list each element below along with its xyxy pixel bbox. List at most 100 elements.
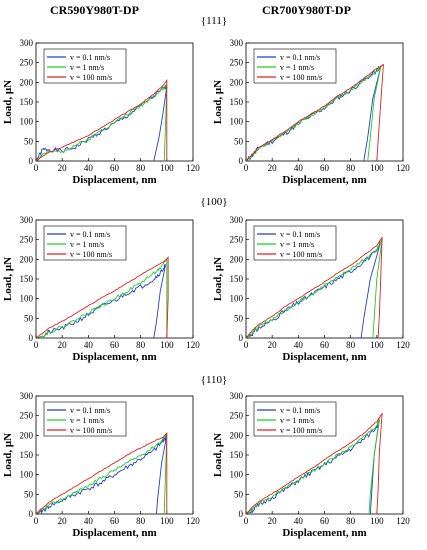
legend: v = 0.1 nm/sv = 1 nm/sv = 100 nm/s [43,48,127,84]
y-axis-label: Load, μN [212,257,224,301]
legend-label: v = 100 nm/s [280,73,322,82]
x-tick-label: 80 [346,516,356,526]
legend: v = 0.1 nm/sv = 1 nm/sv = 100 nm/s [43,225,127,261]
x-tick-label: 80 [136,516,146,526]
legend: v = 0.1 nm/sv = 1 nm/sv = 100 nm/s [253,401,337,437]
x-tick-label: 80 [346,340,356,350]
y-axis-label: Load, μN [212,433,224,477]
y-tick-label: 0 [239,509,244,519]
x-tick-label: 100 [370,163,384,173]
y-tick-label: 150 [20,97,34,107]
y-tick-label: 0 [29,333,34,343]
x-tick-label: 60 [110,516,120,526]
y-tick-label: 0 [29,156,34,166]
y-tick-label: 50 [24,489,34,499]
y-tick-label: 50 [234,489,244,499]
x-tick-label: 0 [244,163,249,173]
x-tick-label: 80 [136,163,146,173]
x-tick-label: 20 [268,516,278,526]
x-tick-label: 0 [34,516,39,526]
row-title-100: {100} [200,196,228,208]
y-tick-label: 200 [20,430,34,440]
legend-label: v = 100 nm/s [70,426,112,435]
x-axis-label: Displacement, nm [72,174,156,186]
chart-panel-4: 0 20 40 60 80 100 120 0 50 100 150 200 250 300 Displac… [2,391,200,539]
series-line-0 [36,263,166,338]
series-line-2 [36,256,169,338]
y-tick-label: 200 [230,254,244,264]
x-tick-label: 100 [160,340,174,350]
y-tick-label: 50 [24,313,34,323]
x-tick-label: 80 [346,163,356,173]
x-tick-label: 120 [186,340,200,350]
column-title-cr590: CR590Y980T-DP [50,3,139,17]
series-line-1 [36,259,168,338]
legend-label: v = 0.1 nm/s [70,406,110,415]
chart-panel-5: 0 20 40 60 80 100 120 0 50 100 150 200 250 300 Displac… [212,391,410,539]
legend-label: v = 1 nm/s [280,416,314,425]
y-tick-label: 150 [20,450,34,460]
series-line-2 [246,63,384,161]
x-tick-label: 40 [294,340,304,350]
x-tick-label: 100 [160,516,174,526]
y-tick-label: 250 [20,58,34,68]
x-axis-label: Displacement, nm [72,527,156,539]
x-tick-label: 120 [186,163,200,173]
row-title-111: {111} [200,15,228,27]
x-tick-label: 20 [268,163,278,173]
x-tick-label: 0 [244,516,249,526]
series-line-1 [246,238,383,338]
y-tick-label: 150 [230,274,244,284]
y-tick-label: 250 [20,235,34,245]
legend-label: v = 1 nm/s [70,416,104,425]
x-tick-label: 40 [294,163,304,173]
x-tick-label: 60 [110,163,120,173]
y-tick-label: 100 [230,117,244,127]
legend-label: v = 1 nm/s [280,63,314,72]
y-tick-label: 200 [230,430,244,440]
y-tick-label: 250 [230,411,244,421]
x-tick-label: 100 [370,516,384,526]
y-tick-label: 0 [29,509,34,519]
y-tick-label: 50 [24,136,34,146]
chart-panel-0: 0 20 40 60 80 100 120 0 50 100 150 200 250 300 Displac… [2,38,200,186]
x-tick-label: 100 [370,340,384,350]
x-tick-label: 20 [58,340,68,350]
series-line-2 [36,432,168,514]
series-line-2 [246,236,383,338]
legend-label: v = 1 nm/s [70,240,104,249]
x-tick-label: 60 [320,340,330,350]
y-tick-label: 200 [20,254,34,264]
series-line-1 [36,432,168,514]
y-tick-label: 100 [230,470,244,480]
x-tick-label: 20 [58,516,68,526]
legend-label: v = 0.1 nm/s [280,230,320,239]
legend-label: v = 100 nm/s [70,250,112,259]
y-tick-label: 300 [230,215,244,225]
x-tick-label: 40 [84,163,94,173]
column-title-cr700: CR700Y980T-DP [262,3,351,17]
legend-label: v = 100 nm/s [70,73,112,82]
x-tick-label: 100 [160,163,174,173]
x-tick-label: 120 [186,516,200,526]
x-tick-label: 20 [58,163,68,173]
y-tick-label: 150 [20,274,34,284]
y-tick-label: 0 [239,156,244,166]
y-tick-label: 100 [20,470,34,480]
x-tick-label: 120 [396,340,410,350]
series-line-1 [36,84,168,161]
y-tick-label: 250 [230,235,244,245]
x-tick-label: 0 [244,340,249,350]
legend-label: v = 1 nm/s [280,240,314,249]
y-tick-label: 250 [20,411,34,421]
y-tick-label: 300 [230,38,244,48]
x-tick-label: 120 [396,163,410,173]
legend-label: v = 0.1 nm/s [70,230,110,239]
x-axis-label: Displacement, nm [72,351,156,363]
x-axis-label: Displacement, nm [282,174,366,186]
y-axis-label: Load, μN [2,80,14,124]
legend-label: v = 100 nm/s [280,426,322,435]
row-title-110: {110} [200,374,228,386]
x-tick-label: 80 [136,340,146,350]
